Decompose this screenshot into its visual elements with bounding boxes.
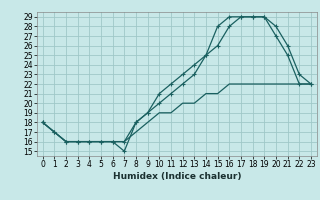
X-axis label: Humidex (Indice chaleur): Humidex (Indice chaleur) <box>113 172 241 181</box>
